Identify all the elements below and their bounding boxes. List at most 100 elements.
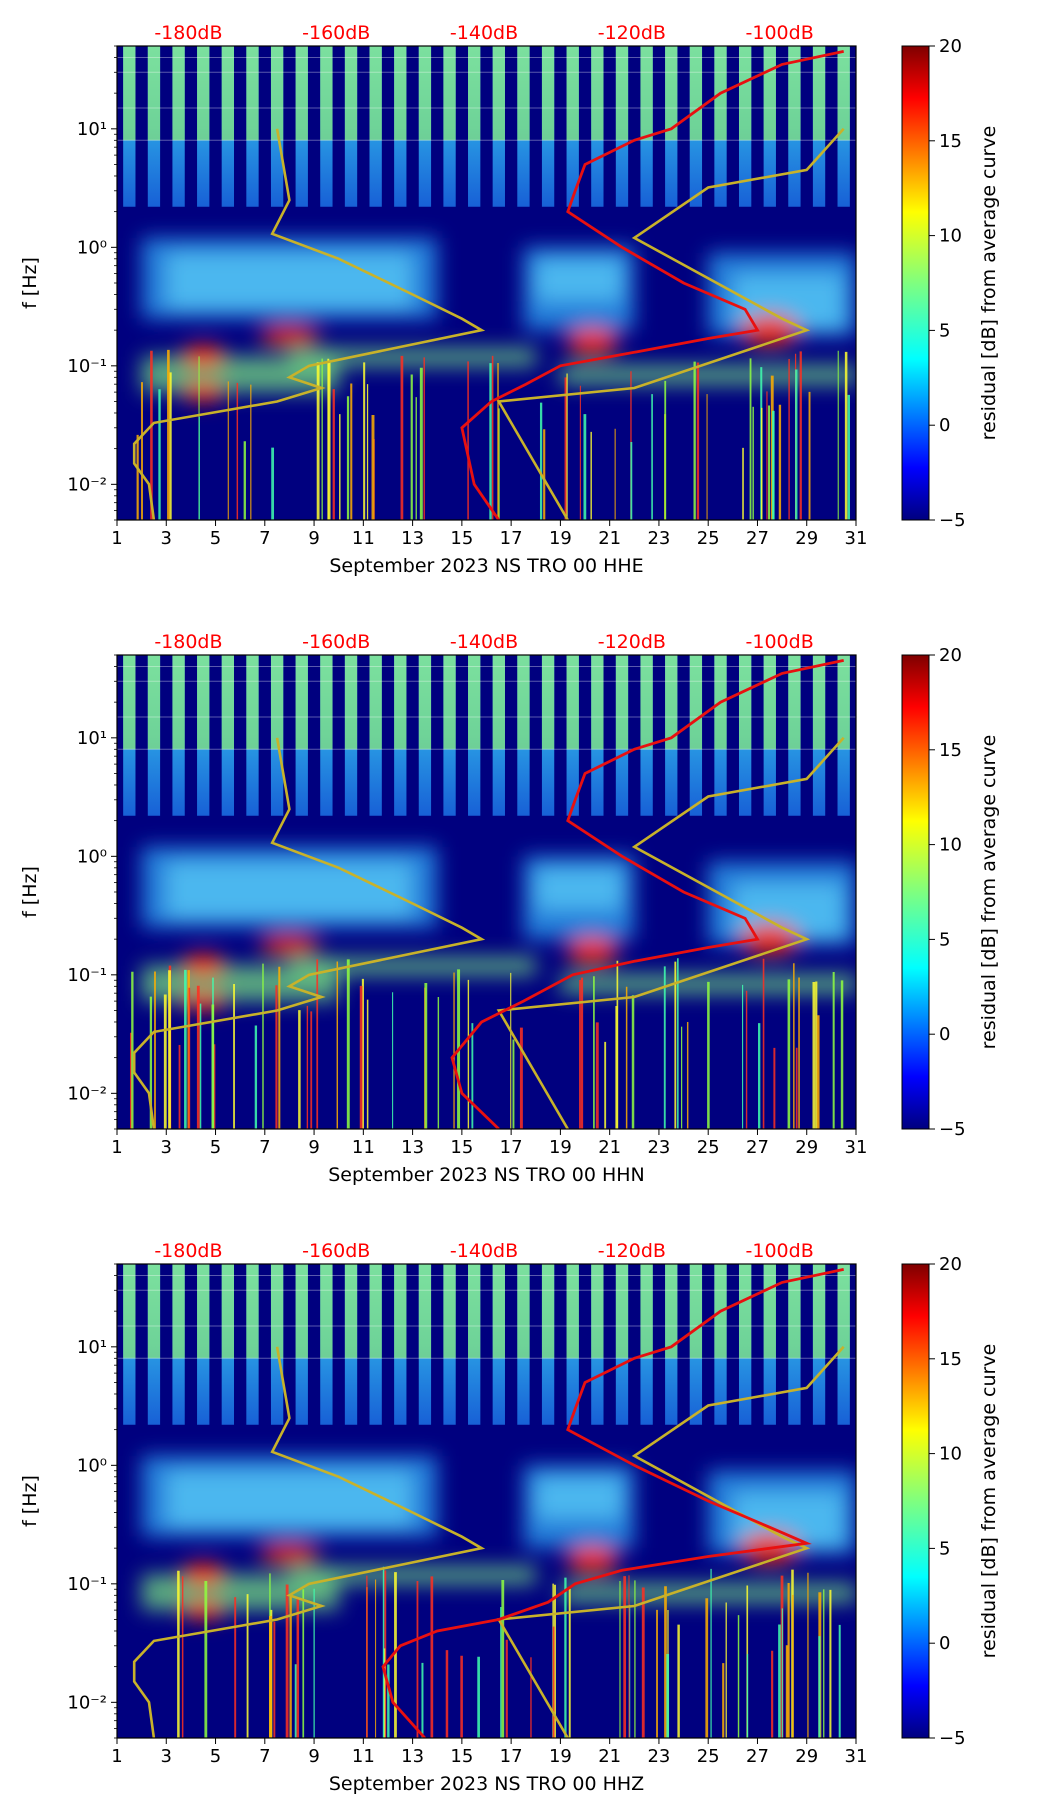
day-stripe-hot <box>689 1264 703 1359</box>
day-stripe-hot <box>763 46 776 141</box>
x-tick-label: 3 <box>161 528 172 549</box>
x-tick-label: 9 <box>308 528 319 549</box>
day-stripe-hot <box>221 46 235 141</box>
day-stripe-hot <box>492 46 505 141</box>
x-tick-label: 25 <box>697 1746 720 1767</box>
day-stripe-hot <box>418 1264 432 1359</box>
energy-band-light <box>166 1470 413 1528</box>
day-stripe-hot <box>418 46 432 141</box>
colorbar-tick-label: 5 <box>939 320 950 341</box>
x-tick-label: 3 <box>161 1137 172 1158</box>
db-label: -100dB <box>746 1240 814 1262</box>
day-stripe-hot <box>295 1264 308 1359</box>
energy-band-light <box>535 867 622 911</box>
model-curves <box>132 1268 845 1738</box>
x-tick-label: 3 <box>161 1746 172 1767</box>
day-stripe-hot <box>665 655 678 750</box>
day-stripe-hot <box>369 655 382 750</box>
y-tick-label: 10⁻² <box>67 1692 107 1713</box>
colorbar-tick-label: −5 <box>939 510 966 531</box>
day-stripe-hot <box>738 655 752 750</box>
day-stripe-hot <box>689 655 703 750</box>
y-axis-label: f [Hz] <box>19 1475 41 1527</box>
day-stripe-hot <box>738 1264 752 1359</box>
day-stripe-hot <box>566 655 579 750</box>
colorbar-tick-label: 15 <box>939 740 962 761</box>
day-stripe-hot <box>738 46 752 141</box>
day-stripe-hot <box>763 1264 776 1359</box>
day-stripe-hot <box>468 655 481 750</box>
colorbar-tick-label: 10 <box>939 1444 962 1465</box>
energy-hotspot <box>259 325 320 346</box>
day-stripe-hot <box>517 655 530 750</box>
event-spikes <box>136 349 850 520</box>
colorbar-tick-label: 5 <box>939 1538 950 1559</box>
day-stripe-hot <box>788 655 801 750</box>
x-tick-label: 5 <box>210 1746 221 1767</box>
x-tick-label: 9 <box>308 1137 319 1158</box>
energy-band-light <box>535 1476 622 1520</box>
x-tick-label: 29 <box>795 1746 818 1767</box>
x-tick-label: 5 <box>210 1137 221 1158</box>
colorbar <box>901 654 930 1130</box>
day-stripe-hot <box>147 655 161 750</box>
db-label: -100dB <box>746 631 814 653</box>
day-stripe-hot <box>763 655 776 750</box>
x-tick-label: 9 <box>308 1746 319 1767</box>
y-tick-label: 10¹ <box>77 1337 107 1358</box>
day-stripe-hot <box>443 1264 456 1359</box>
day-stripe-hot <box>640 1264 653 1359</box>
db-label: -120dB <box>598 631 666 653</box>
db-label: -120dB <box>598 1240 666 1262</box>
x-axis-label: September 2023 NS TRO 00 HHN <box>328 1164 645 1186</box>
y-axis-label: f [Hz] <box>19 257 41 309</box>
x-tick-label: 11 <box>352 1746 375 1767</box>
x-tick-label: 13 <box>401 1746 424 1767</box>
x-tick-label: 7 <box>259 528 270 549</box>
daily-stripes <box>117 655 856 816</box>
nlnm-curve <box>132 128 486 520</box>
day-stripe-hot <box>123 655 136 750</box>
colorbar-tick-label: 20 <box>939 36 962 57</box>
day-stripe-hot <box>246 46 259 141</box>
nhnm-curve <box>496 1345 845 1738</box>
db-label: -180dB <box>154 631 222 653</box>
nhnm-curve <box>496 736 845 1129</box>
day-stripe-hot <box>295 655 308 750</box>
day-stripe-hot <box>615 46 629 141</box>
day-stripe-hot <box>394 655 407 750</box>
x-tick-label: 27 <box>746 1137 769 1158</box>
y-tick-label: 10⁻² <box>67 474 107 495</box>
db-label: -160dB <box>302 1240 370 1262</box>
colorbar-label: residual [dB] from average curve <box>978 1344 1000 1659</box>
psd-curve <box>381 1268 844 1738</box>
day-stripe-hot <box>788 1264 801 1359</box>
psd-curve <box>460 50 844 520</box>
day-stripe-hot <box>665 46 678 141</box>
day-stripe-hot <box>344 1264 358 1359</box>
day-stripe-hot <box>246 655 259 750</box>
day-stripe-hot <box>566 46 579 141</box>
energy-hotspot <box>566 327 619 356</box>
day-stripe-hot <box>443 655 456 750</box>
day-stripe-hot <box>492 655 505 750</box>
day-stripe-hot <box>172 655 185 750</box>
spectrogram-energy <box>141 237 856 403</box>
day-stripe-hot <box>443 46 456 141</box>
day-stripe-hot <box>147 1264 161 1359</box>
x-tick-label: 23 <box>647 1746 670 1767</box>
energy-hotspot <box>259 934 320 955</box>
energy-hotspot <box>181 953 226 978</box>
day-stripe-hot <box>123 46 136 141</box>
day-stripe-hot <box>837 655 850 750</box>
y-tick-label: 10¹ <box>77 728 107 749</box>
colorbar-tick-label: 20 <box>939 1254 962 1275</box>
x-tick-label: 15 <box>450 1137 473 1158</box>
x-tick-label: 31 <box>845 528 868 549</box>
y-tick-label: 10⁰ <box>77 1455 107 1476</box>
db-label: -180dB <box>154 22 222 44</box>
day-stripe-hot <box>221 1264 235 1359</box>
day-stripe-hot <box>172 46 185 141</box>
